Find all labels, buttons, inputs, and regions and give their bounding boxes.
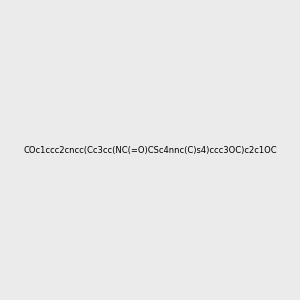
Text: COc1ccc2cncc(Cc3cc(NC(=O)CSc4nnc(C)s4)ccc3OC)c2c1OC: COc1ccc2cncc(Cc3cc(NC(=O)CSc4nnc(C)s4)cc… (23, 146, 277, 154)
